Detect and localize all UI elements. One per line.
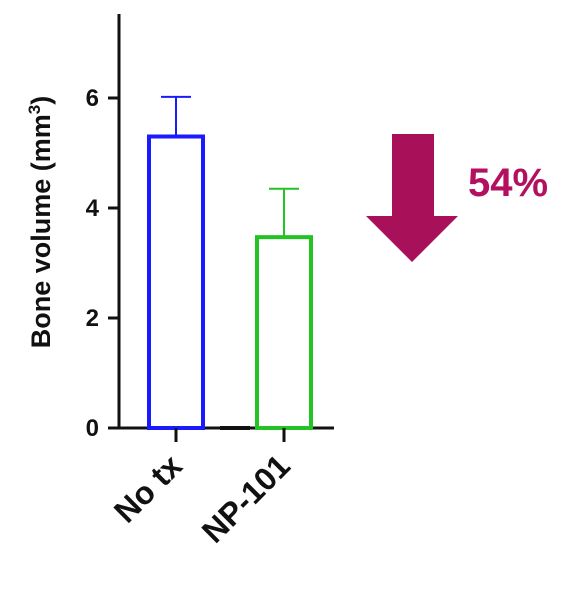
y-tick-label: 0 xyxy=(86,415,99,442)
y-tick-label: 6 xyxy=(86,85,99,112)
bar-np-101 xyxy=(255,235,313,430)
down-arrow-icon xyxy=(366,134,458,262)
percent-annotation: 54% xyxy=(468,161,548,205)
y-axis-title: Bone volume (mm3) xyxy=(25,96,56,349)
x-tick-label: NP-101 xyxy=(195,447,297,549)
y-tick-label: 4 xyxy=(86,195,100,222)
y-axis-ticks: 0 2 4 6 xyxy=(86,85,119,442)
y-tick-label: 2 xyxy=(86,305,99,332)
bars xyxy=(147,95,313,430)
x-tick-label: No tx xyxy=(107,447,189,529)
x-axis-ticks: No tx NP-101 xyxy=(107,428,297,550)
bar-no-tx xyxy=(147,134,205,430)
